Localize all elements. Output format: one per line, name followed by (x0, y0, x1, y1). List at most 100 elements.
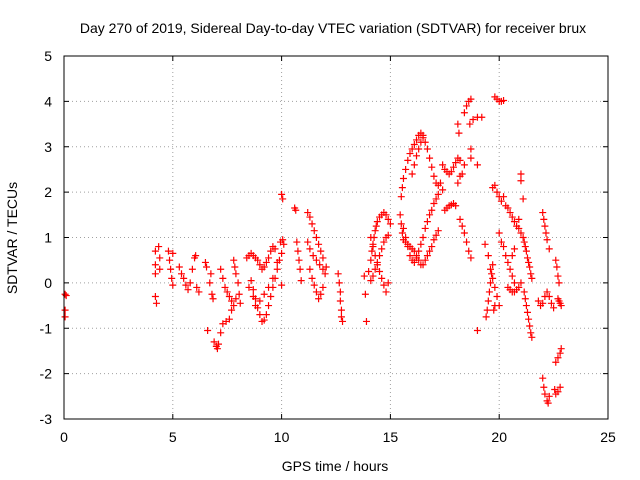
data-point (439, 161, 447, 169)
data-point (279, 195, 287, 203)
data-point (521, 243, 529, 251)
data-point (473, 161, 481, 169)
data-point (543, 236, 551, 244)
data-point (337, 313, 345, 321)
data-point (489, 261, 497, 269)
data-point (465, 247, 473, 255)
data-point (540, 215, 548, 223)
data-point (553, 263, 561, 271)
data-point (428, 206, 436, 214)
data-point (556, 349, 564, 357)
data-point (484, 252, 492, 260)
data-point (467, 154, 475, 162)
data-point (454, 179, 462, 187)
data-point (458, 170, 466, 178)
data-point (260, 316, 268, 324)
data-point (493, 188, 501, 196)
x-tick-label: 0 (60, 429, 68, 445)
data-point (510, 279, 518, 287)
data-point (306, 265, 314, 273)
data-point (452, 159, 460, 167)
data-point (265, 283, 273, 291)
data-point (527, 329, 535, 337)
data-point (523, 254, 531, 262)
data-point (402, 234, 410, 241)
data-point (249, 286, 257, 294)
data-point (417, 138, 425, 146)
data-point (316, 261, 324, 269)
data-point (554, 272, 562, 280)
data-point (421, 256, 429, 264)
data-point (271, 245, 279, 253)
data-point (164, 247, 172, 255)
data-point (295, 256, 303, 264)
data-point (371, 265, 379, 273)
data-point (334, 270, 342, 278)
data-point (417, 240, 425, 248)
data-point (486, 265, 494, 273)
data-point (517, 170, 525, 178)
data-point (398, 184, 406, 192)
data-point (557, 302, 565, 310)
data-point (312, 234, 320, 241)
data-point (312, 288, 320, 296)
data-point (310, 281, 318, 289)
data-point (483, 306, 491, 314)
y-tick-label: 4 (44, 93, 52, 109)
data-point (408, 145, 416, 153)
data-point (460, 229, 468, 237)
data-point (469, 116, 477, 124)
data-point (526, 322, 534, 330)
data-point (541, 390, 549, 398)
data-point (61, 306, 69, 314)
data-point (484, 297, 492, 305)
y-tick-label: 1 (44, 230, 52, 246)
data-point (380, 238, 388, 246)
data-point (547, 299, 555, 307)
data-point (500, 243, 508, 251)
data-point (293, 238, 301, 246)
data-point (504, 204, 512, 212)
data-point (545, 392, 553, 400)
data-point (369, 243, 377, 251)
data-point (273, 258, 281, 266)
data-point (428, 163, 436, 171)
data-point (543, 288, 551, 296)
data-point (545, 245, 553, 253)
data-point (337, 306, 345, 314)
data-point (169, 281, 177, 289)
data-point (151, 247, 159, 255)
data-point (526, 263, 534, 271)
data-point (419, 134, 427, 142)
data-point (294, 247, 302, 255)
data-point (542, 229, 550, 237)
data-point (447, 168, 455, 176)
data-point (221, 283, 229, 291)
data-point (490, 306, 498, 314)
data-point (404, 156, 412, 164)
data-point (519, 195, 527, 203)
data-point (308, 274, 316, 282)
data-point (432, 231, 440, 239)
data-point (502, 252, 510, 260)
data-point (249, 292, 257, 300)
data-point (399, 224, 407, 232)
data-point (456, 156, 464, 164)
axis-ticks: 0 5 10 15 20 25 -3 -2 -1 0 1 2 3 4 5 (40, 48, 616, 445)
data-point (456, 215, 464, 223)
data-point (384, 215, 392, 223)
data-point (554, 354, 562, 362)
data-point (428, 243, 436, 251)
data-point (178, 270, 186, 278)
data-point (541, 222, 549, 230)
data-point (504, 258, 512, 266)
data-point (193, 283, 201, 291)
data-point (228, 297, 236, 305)
data-point (151, 261, 159, 269)
data-point (365, 268, 373, 276)
data-point (410, 140, 418, 148)
data-point (269, 274, 277, 282)
data-point (454, 120, 462, 128)
x-tick-label: 20 (491, 429, 507, 445)
